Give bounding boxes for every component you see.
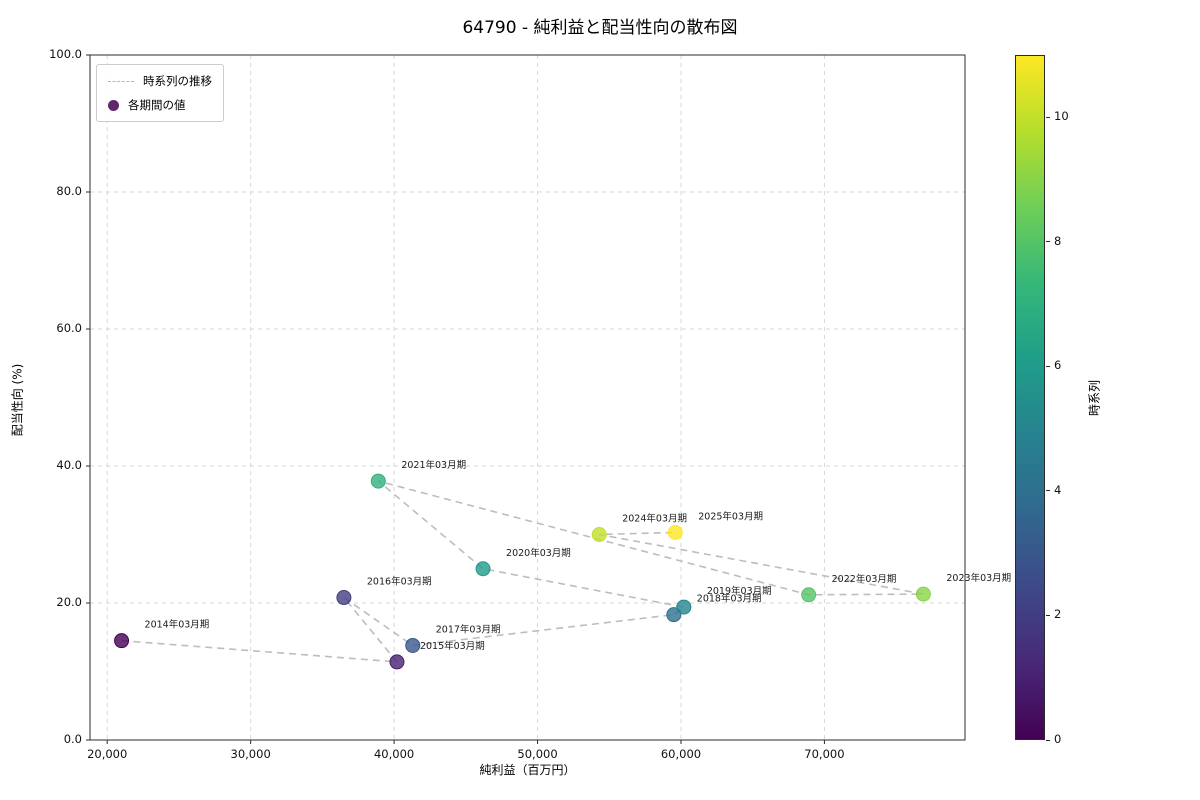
- legend-label-trajectory: 時系列の推移: [143, 74, 212, 88]
- point-annotation: 2019年03月期: [707, 585, 772, 597]
- colorbar-tick-mark: [1046, 365, 1050, 367]
- data-point-2023年03月期[interactable]: [915, 586, 931, 602]
- point-annotation: 2014年03月期: [145, 619, 210, 631]
- colorbar-tick-label: 10: [1054, 109, 1069, 124]
- x-axis-label: 純利益（百万円）: [479, 763, 576, 777]
- y-tick-label: 0.0: [63, 732, 82, 746]
- y-tick-label: 40.0: [56, 458, 82, 472]
- x-tick-label: 20,000: [87, 747, 128, 761]
- data-point-2016年03月期[interactable]: [336, 590, 352, 606]
- point-annotation: 2022年03月期: [832, 573, 897, 585]
- x-tick-label: 50,000: [517, 747, 558, 761]
- data-point-2017年03月期[interactable]: [405, 637, 421, 653]
- colorbar-tick-label: 8: [1054, 233, 1062, 248]
- colorbar-tick-mark: [1046, 614, 1050, 616]
- point-annotation: 2023年03月期: [946, 572, 1011, 584]
- point-annotation: 2016年03月期: [367, 576, 432, 588]
- data-point-2021年03月期[interactable]: [370, 473, 386, 489]
- point-annotation: 2025年03月期: [698, 510, 763, 522]
- x-tick-label: 30,000: [230, 747, 271, 761]
- point-annotation: 2018年03月期: [697, 593, 762, 605]
- point-annotation: 2017年03月期: [436, 623, 501, 635]
- y-tick-label: 60.0: [56, 321, 82, 335]
- point-annotation: 2020年03月期: [506, 547, 571, 559]
- legend: 時系列の推移 各期間の値: [96, 64, 224, 122]
- colorbar-tick-mark: [1046, 739, 1050, 741]
- x-tick-label: 60,000: [660, 747, 702, 761]
- colorbar-tick-label: 6: [1054, 358, 1062, 373]
- legend-item-trajectory: 時系列の推移: [108, 73, 212, 89]
- data-point-2022年03月期[interactable]: [801, 587, 817, 603]
- y-tick-label: 100.0: [49, 47, 82, 61]
- data-point-2024年03月期[interactable]: [591, 527, 607, 542]
- data-point-2014年03月期[interactable]: [114, 633, 130, 649]
- y-tick-label: 20.0: [56, 595, 82, 609]
- y-axis-label: 配当性向 (%): [10, 363, 25, 437]
- y-tick-label: 80.0: [56, 184, 82, 198]
- data-point-2015年03月期[interactable]: [389, 654, 405, 670]
- legend-label-points: 各期間の値: [128, 98, 186, 112]
- colorbar: [1015, 55, 1045, 740]
- legend-item-points: 各期間の値: [108, 97, 212, 113]
- data-point-2020年03月期[interactable]: [475, 561, 491, 577]
- x-tick-label: 70,000: [804, 747, 845, 761]
- colorbar-label: 時系列: [1087, 379, 1102, 417]
- circle-marker-swatch: [108, 99, 119, 111]
- x-tick-label: 40,000: [373, 747, 415, 761]
- colorbar-tick-mark: [1046, 241, 1050, 243]
- point-annotation: 2024年03月期: [622, 513, 687, 525]
- point-annotation: 2015年03月期: [420, 640, 485, 652]
- colorbar-tick-label: 0: [1054, 732, 1062, 746]
- data-point-2018年03月期[interactable]: [666, 607, 682, 623]
- colorbar-tick-mark: [1046, 116, 1050, 118]
- chart-title: 64790 - 純利益と配当性向の散布図: [462, 18, 738, 38]
- plot-border: [89, 54, 966, 741]
- trajectory-line: [121, 480, 924, 663]
- colorbar-tick-label: 4: [1054, 482, 1062, 497]
- data-point-2019年03月期[interactable]: [676, 599, 692, 615]
- point-annotation: 2021年03月期: [401, 459, 466, 471]
- data-point-2025年03月期[interactable]: [667, 524, 683, 540]
- dashed-line-swatch: [108, 80, 134, 82]
- colorbar-tick-mark: [1046, 490, 1050, 492]
- colorbar-tick-label: 2: [1054, 607, 1062, 622]
